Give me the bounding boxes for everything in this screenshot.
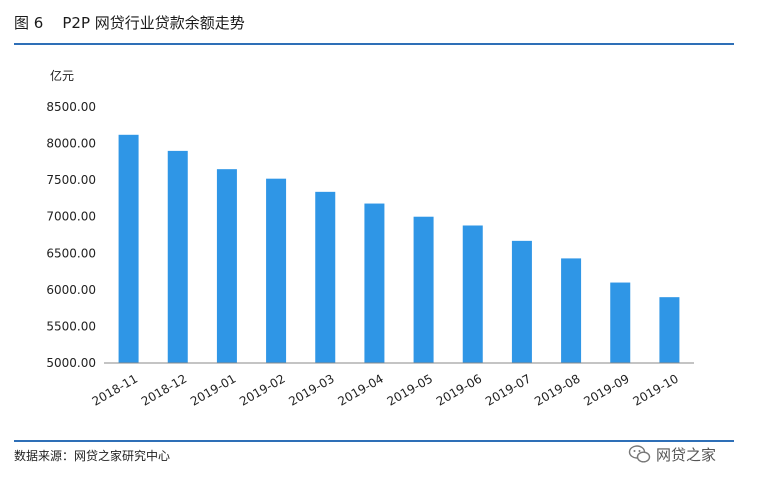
watermark-text: 网贷之家 — [656, 445, 717, 464]
bar-2018-11 — [118, 134, 139, 363]
y-tick-label: 5000.00 — [46, 356, 96, 370]
bar-2019-10 — [659, 297, 680, 363]
y-tick-label: 6000.00 — [46, 283, 96, 297]
x-tick-label: 2019-08 — [532, 371, 582, 408]
x-tick-label: 2019-03 — [286, 371, 336, 408]
wechat-logo-icon — [628, 445, 651, 463]
x-tick-label: 2019-07 — [483, 371, 533, 408]
y-axis: 5000.00 5500.00 6000.00 6500.00 7000.00 7500.… — [46, 100, 96, 370]
y-tick-label: 6500.00 — [46, 246, 96, 260]
watermark: 网贷之家 — [628, 442, 716, 466]
title-divider — [14, 43, 734, 45]
x-tick-label: 2019-09 — [581, 371, 631, 408]
x-tick-label: 2019-02 — [237, 371, 287, 408]
data-source-note: 数据来源：网贷之家研究中心 — [14, 449, 171, 463]
bar-2019-06 — [462, 225, 483, 363]
bar-2018-12 — [167, 150, 188, 363]
footer-divider — [14, 440, 734, 442]
bar-2019-04 — [364, 203, 385, 363]
x-tick-label: 2019-01 — [188, 371, 238, 408]
bar-2019-07 — [511, 240, 532, 363]
x-tick-label: 2019-05 — [385, 371, 435, 408]
y-axis-unit-label: 亿元 — [50, 68, 74, 83]
x-tick-label: 2019-10 — [630, 371, 680, 408]
y-tick-label: 8000.00 — [46, 137, 96, 151]
x-tick-label: 2019-04 — [335, 371, 385, 408]
bar-2019-09 — [610, 282, 631, 363]
x-tick-label: 2019-06 — [434, 371, 484, 408]
bar-2019-02 — [266, 178, 287, 363]
y-tick-label: 5500.00 — [46, 319, 96, 333]
y-tick-label: 7500.00 — [46, 173, 96, 187]
bar-2019-03 — [315, 191, 336, 363]
bar-2019-08 — [561, 258, 582, 363]
bar-2019-01 — [216, 169, 237, 363]
bar-series — [118, 134, 680, 363]
y-tick-label: 8500.00 — [46, 100, 96, 114]
y-tick-label: 7000.00 — [46, 210, 96, 224]
figure-title: 图 6 P2P 网贷行业贷款余额走势 — [14, 14, 245, 32]
bar-2019-05 — [413, 216, 434, 363]
x-tick-label: 2018-11 — [90, 371, 140, 408]
x-axis: 2018-112018-122019-012019-022019-032019-… — [90, 362, 694, 409]
x-tick-label: 2018-12 — [139, 371, 189, 408]
bar-chart: 亿元 5000.00 5500.00 6000.00 6500.00 7000.00 75… — [46, 68, 694, 409]
